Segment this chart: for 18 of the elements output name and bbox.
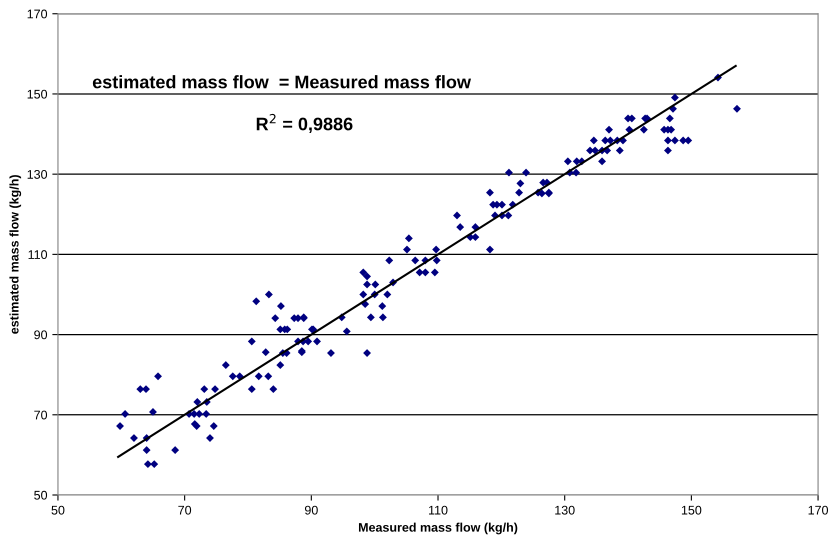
x-tick-label: 130 — [555, 506, 575, 515]
y-tick-label: 150 — [28, 90, 48, 99]
x-tick-label: 150 — [682, 506, 702, 515]
y-axis-title: estimated mass flow (kg/h) — [9, 175, 22, 334]
annotation: R$^{2}$ = 0,9886 — [256, 114, 352, 134]
y-tick-label: 110 — [28, 250, 48, 260]
x-tick-label: 110 — [429, 506, 448, 515]
annotation: estimated mass flow = Measured mass flow — [92, 75, 472, 88]
y-tick-label: 70 — [34, 410, 48, 420]
y-tick-label: 170 — [28, 10, 48, 18]
x-tick-label: 50 — [52, 506, 64, 515]
y-tick-label: 130 — [28, 170, 48, 179]
x-tick-label: 170 — [808, 506, 828, 515]
y-tick-label: 50 — [34, 490, 48, 500]
x-axis-title: Measured mass flow (kg/h) — [358, 522, 518, 534]
y-tick-label: 90 — [34, 330, 48, 340]
x-tick-label: 90 — [304, 506, 318, 515]
x-tick-label: 70 — [178, 506, 192, 515]
